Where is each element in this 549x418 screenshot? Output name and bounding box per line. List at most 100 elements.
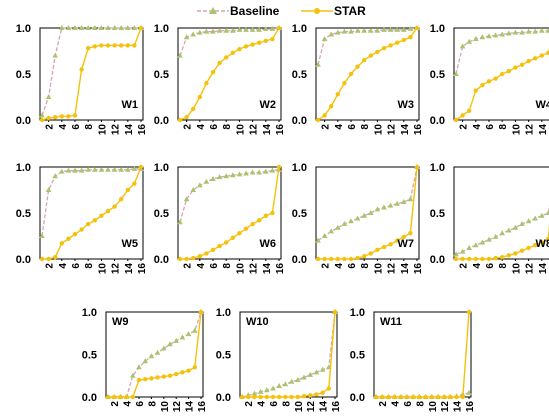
baseline-point	[499, 230, 505, 236]
baseline-point	[45, 187, 52, 192]
star-point	[526, 58, 531, 64]
x-tick-label: 2	[183, 263, 194, 269]
baseline-point	[394, 200, 400, 206]
x-tick-label: 14	[400, 124, 411, 136]
baseline-point	[197, 29, 203, 35]
star-point	[289, 394, 294, 400]
star-point	[237, 46, 242, 52]
x-tick-label: 16	[137, 124, 148, 136]
baseline-point	[52, 173, 58, 179]
star-point	[204, 251, 209, 256]
star-point	[506, 69, 511, 74]
star-point	[224, 240, 229, 245]
star-point	[132, 43, 137, 48]
star-point	[177, 256, 183, 262]
baseline-point	[223, 27, 229, 33]
x-tick-label: 14	[319, 401, 330, 413]
star-point	[500, 71, 505, 77]
star-point	[177, 117, 183, 123]
y-tick-label: 1.0	[16, 162, 31, 174]
y-tick-label: 0.5	[292, 69, 307, 81]
star-point	[53, 115, 58, 120]
baseline-point	[39, 233, 45, 238]
star-point	[329, 104, 334, 109]
baseline-point	[512, 29, 519, 35]
baseline-point	[492, 32, 499, 38]
star-point	[270, 36, 275, 42]
star-point	[119, 43, 124, 48]
x-tick-label: 10	[511, 124, 522, 136]
plot-area	[105, 311, 204, 398]
x-tick-label: 16	[413, 124, 424, 136]
star-point	[519, 62, 525, 67]
star-point	[198, 309, 204, 315]
x-tick-label: 12	[172, 401, 183, 413]
baseline-point	[341, 221, 348, 227]
baseline-point	[111, 25, 118, 30]
baseline-point	[92, 25, 98, 30]
baseline-point	[394, 26, 400, 32]
star-point	[320, 390, 325, 395]
star-point	[375, 49, 380, 55]
panel-title: W10	[246, 316, 269, 328]
x-tick-label: 10	[97, 263, 108, 275]
star-point	[398, 394, 403, 400]
baseline-point	[270, 385, 276, 391]
baseline-point	[105, 25, 111, 30]
baseline-point	[407, 25, 414, 31]
chart-panel: 0.0 0.5 1.0 2 4 6 8 10 12 14 16 W6	[154, 162, 286, 274]
star-point	[237, 231, 242, 236]
star-point	[149, 376, 154, 381]
y-tick-label: 0.0	[154, 254, 169, 266]
x-tick-label: 8	[281, 401, 292, 407]
x-tick-label: 6	[71, 124, 82, 130]
star-point	[105, 208, 111, 214]
star-point	[546, 236, 549, 241]
star-point	[467, 108, 472, 114]
baseline-point	[374, 27, 381, 33]
star-point	[112, 394, 117, 400]
star-point	[408, 35, 413, 40]
panel-title: W11	[380, 316, 402, 328]
legend-item-star: STAR	[300, 3, 366, 19]
baseline-point	[85, 166, 91, 172]
x-tick-label: 8	[360, 263, 371, 269]
star-point	[204, 81, 209, 86]
baseline-series-line	[241, 311, 336, 398]
x-tick-label: 10	[294, 401, 305, 413]
x-tick-label: 16	[465, 401, 476, 413]
baseline-point	[459, 43, 466, 49]
star-point	[442, 394, 447, 400]
x-tick-label: 4	[58, 263, 69, 269]
baseline-point	[183, 196, 190, 202]
x-tick-label: 12	[111, 263, 122, 275]
star-point	[263, 213, 268, 218]
legend-label-baseline: Baseline	[230, 4, 280, 18]
baseline-point	[251, 390, 258, 396]
star-point	[404, 394, 410, 400]
panel-title: W8	[536, 238, 549, 250]
star-point	[473, 88, 478, 93]
y-tick-label: 0.5	[430, 208, 445, 220]
star-point	[155, 375, 160, 380]
baseline-point	[130, 372, 136, 378]
baseline-point	[72, 167, 78, 173]
panel-title: W4	[536, 99, 549, 111]
star-point	[257, 40, 262, 45]
baseline-point	[197, 182, 203, 188]
x-tick-label: 14	[400, 263, 411, 275]
y-tick-label: 1.0	[292, 162, 307, 174]
star-point	[92, 218, 98, 223]
baseline-point	[539, 27, 545, 33]
star-point	[264, 394, 269, 400]
baseline-point	[216, 27, 223, 33]
x-tick-label: 14	[262, 124, 273, 136]
star-point	[224, 55, 229, 60]
x-tick-label: 14	[262, 263, 273, 275]
y-tick-label: 0.0	[216, 392, 231, 404]
x-tick-label: 6	[485, 263, 496, 269]
baseline-point	[190, 31, 196, 37]
star-point	[395, 238, 400, 243]
star-point	[277, 394, 282, 400]
x-tick-label: 10	[428, 401, 439, 413]
